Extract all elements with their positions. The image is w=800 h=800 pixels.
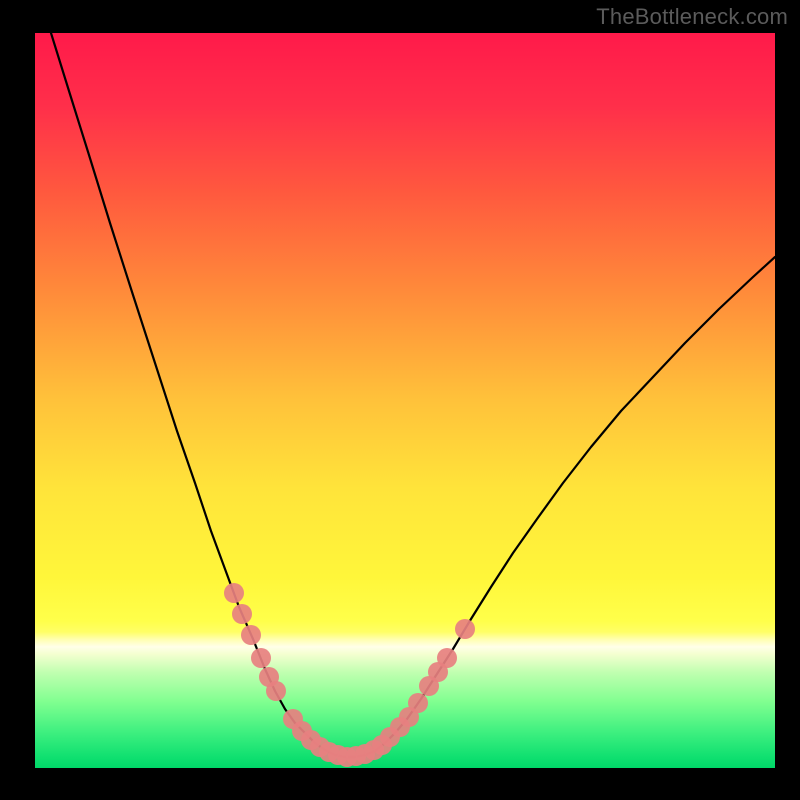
data-dot — [408, 693, 428, 713]
data-dot — [266, 681, 286, 701]
data-dot — [241, 625, 261, 645]
plot-frame — [35, 33, 775, 768]
watermark-text: TheBottleneck.com — [596, 4, 788, 30]
data-dot — [224, 583, 244, 603]
data-dot — [232, 604, 252, 624]
data-dot — [437, 648, 457, 668]
data-dots — [224, 583, 475, 767]
chart-svg — [35, 33, 775, 768]
data-dot — [455, 619, 475, 639]
plot-area — [35, 33, 775, 768]
data-dot — [251, 648, 271, 668]
bottleneck-curve — [51, 33, 775, 757]
